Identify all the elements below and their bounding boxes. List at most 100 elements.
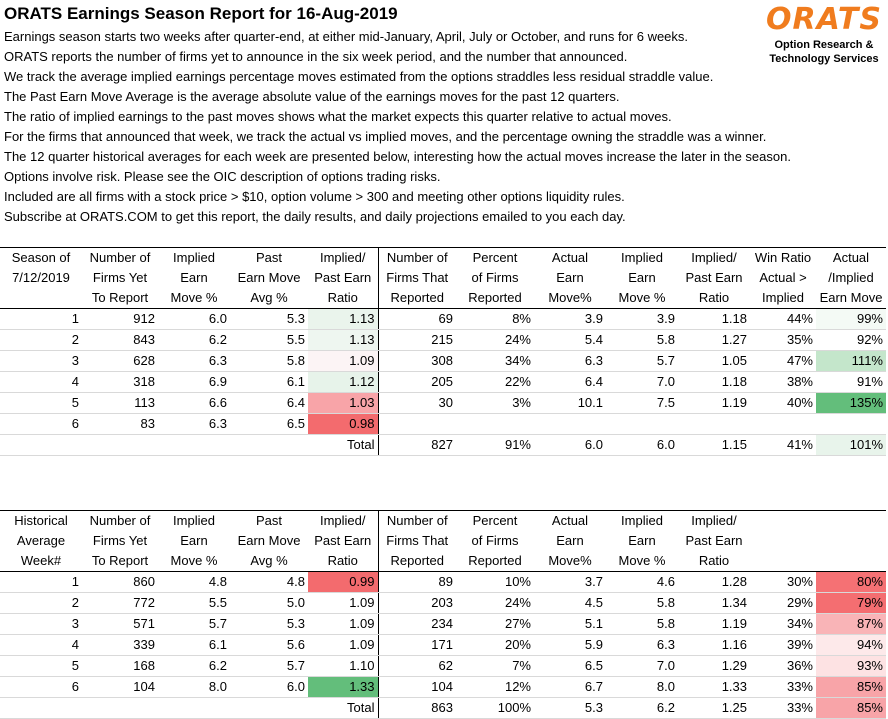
column-header: Earn	[180, 533, 208, 548]
table-cell: 30	[378, 392, 456, 414]
table-cell	[678, 413, 750, 435]
table-cell: 171	[378, 634, 456, 656]
table-cell: 34%	[456, 350, 534, 372]
table-cell: 41%	[750, 434, 816, 456]
column-header: Implied	[621, 250, 663, 265]
table-row: 3 571 5.7 5.3 1.09 234 27% 5.1 5.8 1.19 34% 87%	[0, 613, 886, 635]
column-header	[0, 288, 82, 309]
table-cell: 339	[82, 634, 158, 656]
column-header: Past Earn	[685, 270, 743, 285]
orats-logo: ORATS Option Research & Technology Servi…	[762, 2, 886, 66]
table-cell: 6.4	[230, 392, 308, 414]
table-cell: 6.1	[158, 634, 230, 656]
column-header: Earn Move	[237, 533, 301, 548]
table-cell: 12%	[456, 676, 534, 698]
table-cell: 628	[82, 350, 158, 372]
table-cell: 1.13	[308, 308, 379, 330]
column-header: Move %	[606, 288, 678, 309]
table-cell: 3.7	[534, 571, 606, 593]
column-header: Week#	[0, 551, 82, 572]
table-cell: 104	[378, 676, 456, 698]
table-cell: 85%	[816, 697, 886, 719]
column-header: Ratio	[678, 288, 750, 309]
table-cell: 83	[82, 413, 158, 435]
table-cell: 1.05	[678, 350, 750, 372]
table-cell: Total	[308, 697, 379, 719]
column-header: Move%	[534, 551, 606, 572]
table-cell: 5.7	[606, 350, 678, 372]
column-header: of Firms	[471, 270, 519, 285]
column-header: Season of	[11, 250, 71, 265]
table-cell: 7%	[456, 655, 534, 677]
intro-line: Subscribe at ORATS.COM to get this repor…	[4, 209, 626, 224]
table-cell: 6.9	[158, 371, 230, 393]
table-cell: 4.8	[230, 571, 308, 593]
table-cell: 39%	[750, 634, 816, 656]
table-row: 6 83 6.3 6.5 0.98	[0, 413, 886, 435]
column-header: Earn	[556, 270, 584, 285]
table-cell: 4	[0, 371, 82, 393]
column-header: Firms That	[386, 533, 449, 548]
table-cell	[230, 697, 308, 719]
table-cell: 1.18	[678, 308, 750, 330]
column-header: Past Earn	[685, 533, 743, 548]
table-cell: 33%	[750, 697, 816, 719]
column-header: Actual >	[759, 270, 807, 285]
table-cell: 5	[0, 655, 82, 677]
table-cell: 6.2	[158, 655, 230, 677]
table-cell: 3.9	[606, 308, 678, 330]
table-cell: 827	[378, 434, 456, 456]
intro-line: Options involve risk. Please see the OIC…	[4, 169, 441, 184]
table-cell: 5.5	[158, 592, 230, 614]
table-cell: 772	[82, 592, 158, 614]
table-cell: 113	[82, 392, 158, 414]
table-cell: 6.4	[534, 371, 606, 393]
table-cell: 80%	[816, 571, 886, 593]
table-cell: 1.09	[308, 592, 379, 614]
column-header: Number of	[386, 513, 448, 528]
column-header: Implied	[173, 513, 215, 528]
column-header: Past Earn	[308, 268, 379, 288]
table-cell: 92%	[816, 329, 886, 351]
column-header: Move %	[158, 288, 230, 309]
table-cell: 135%	[816, 392, 886, 414]
table-cell: 6.3	[534, 350, 606, 372]
column-header: Past	[255, 250, 282, 265]
table-cell: 38%	[750, 371, 816, 393]
table-cell: 94%	[816, 634, 886, 656]
table-cell: 87%	[816, 613, 886, 635]
column-header: Move%	[534, 288, 606, 309]
season-table: Season of Number of Implied Past Implied/Num…	[0, 248, 886, 456]
table-cell: 91%	[816, 371, 886, 393]
table-cell: 6.0	[534, 434, 606, 456]
column-header: Actual	[832, 250, 870, 265]
orats-logo-word: ORATS	[765, 2, 883, 37]
column-header: Reported	[378, 551, 456, 572]
table-cell: 5.8	[606, 613, 678, 635]
table-cell	[750, 413, 816, 435]
header-row: 7/12/2019 Firms Yet Earn Earn Move Past Earn…	[0, 268, 886, 288]
table-cell: 5.0	[230, 592, 308, 614]
table-cell: 89	[378, 571, 456, 593]
table-row: Total 827 91% 6.0 6.0 1.15 41% 101%	[0, 434, 886, 456]
column-header: Reported	[456, 551, 534, 572]
table-cell: 5.7	[230, 655, 308, 677]
historical-table: Historical Number of Implied Past Implied/Nu…	[0, 511, 886, 719]
table-cell: 318	[82, 371, 158, 393]
table-cell: 8.0	[606, 676, 678, 698]
table-cell: 24%	[456, 329, 534, 351]
column-header: Move %	[158, 551, 230, 572]
season-table-top-border	[0, 247, 886, 248]
table-cell	[0, 434, 82, 456]
column-header: Earn	[180, 270, 208, 285]
table-cell: 6.3	[606, 634, 678, 656]
table-cell: 5.1	[534, 613, 606, 635]
table-cell: 1.25	[678, 697, 750, 719]
report-title: ORATS Earnings Season Report for 16-Aug-…	[4, 4, 398, 23]
column-header	[816, 551, 886, 572]
column-header: Implied/	[308, 248, 379, 268]
column-header: Ratio	[678, 551, 750, 572]
table-cell: 1	[0, 308, 82, 330]
table-row: 4 318 6.9 6.1 1.12 205 22% 6.4 7.0 1.18 38% 91%	[0, 371, 886, 393]
column-header: Implied/	[691, 250, 737, 265]
